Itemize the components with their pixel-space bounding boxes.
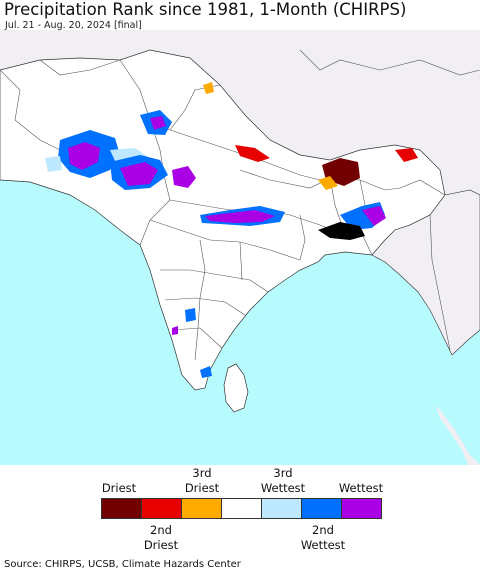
legend-label-driest: Driest [101,481,137,495]
legend-swatch-2nd-driest [142,499,182,518]
legend-label-2nd-wettest: 2nd Wettest [300,523,346,552]
legend-swatch-driest [102,499,142,518]
legend-swatch-wettest [342,499,381,518]
precipitation-map [0,30,480,465]
ocean-bay-east [372,255,480,465]
map-title: Precipitation Rank since 1981, 1-Month (… [4,0,407,19]
legend-label-wettest: Wettest [338,481,384,495]
sri-lanka [223,363,249,413]
legend-swatch-normal [222,499,262,518]
legend-swatch-2nd-wettest [302,499,342,518]
source-credit: Source: CHIRPS, UCSB, Climate Hazards Ce… [4,559,241,570]
legend-swatch-3rd-driest [182,499,222,518]
legend-label-2nd-driest: 2nd Driest [143,523,179,552]
map-subtitle: Jul. 21 - Aug. 20, 2024 [final] [5,20,142,31]
legend-swatch-3rd-wettest [262,499,302,518]
rank-patches [45,82,418,378]
legend-color-bar [101,498,382,519]
legend-label-3rd-wettest: 3rd Wettest [260,466,306,495]
legend-label-3rd-driest: 3rd Driest [184,466,220,495]
land-east [371,189,480,356]
